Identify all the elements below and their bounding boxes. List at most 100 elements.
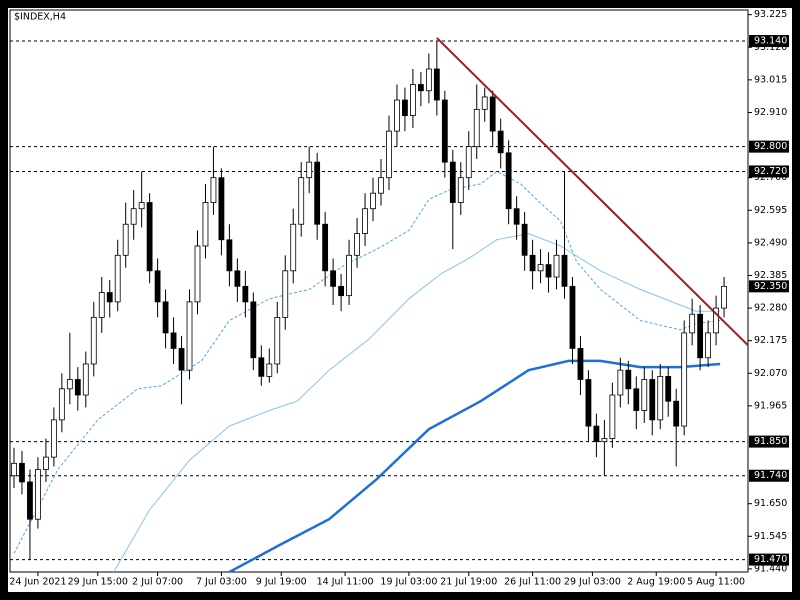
candle-body xyxy=(218,177,225,241)
chart-background xyxy=(8,8,792,592)
candle-body xyxy=(266,363,273,377)
candle-body xyxy=(633,388,640,411)
candle-body xyxy=(226,239,233,272)
candle-body xyxy=(481,96,488,110)
x-tick-label: 14 Jul 11:00 xyxy=(317,577,374,588)
candle-body xyxy=(537,264,544,272)
candle-body xyxy=(346,254,352,297)
x-tick-label: 2 Jul 07:00 xyxy=(132,577,183,588)
candle-body xyxy=(138,202,145,210)
candle-body xyxy=(521,223,528,256)
candle-body xyxy=(98,292,105,318)
candle-body xyxy=(585,379,592,427)
level-box xyxy=(749,140,789,153)
x-tick-label: 29 Jun 15:00 xyxy=(68,577,128,588)
level-label: 92.800 xyxy=(754,141,787,152)
candle-body xyxy=(90,316,97,365)
candle-body xyxy=(465,146,472,179)
y-tick-label: 92.385 xyxy=(754,270,787,281)
candle-body xyxy=(170,332,177,349)
candle-body xyxy=(577,348,584,380)
level-box xyxy=(749,553,789,566)
candle-body xyxy=(74,379,81,396)
candle-body xyxy=(665,375,672,402)
x-tick-label: 24 Jun 2021 xyxy=(9,577,66,588)
candle-body xyxy=(178,348,185,371)
y-tick-label: 92.070 xyxy=(754,368,787,379)
candle-body xyxy=(721,285,727,309)
y-tick-label: 93.015 xyxy=(754,74,787,85)
candle-body xyxy=(433,68,440,101)
candle-body xyxy=(649,379,656,421)
candle-body xyxy=(697,313,704,359)
trend-line xyxy=(436,37,749,347)
x-tick-label: 26 Jul 11:00 xyxy=(504,577,561,588)
candle-body xyxy=(194,245,201,303)
y-tick-label: 92.175 xyxy=(754,335,787,346)
level-label: 93.140 xyxy=(754,36,787,47)
candle-body xyxy=(617,369,624,396)
y-tick-label: 92.280 xyxy=(754,303,787,314)
y-tick-label: 91.650 xyxy=(754,498,787,509)
y-tick-label: 92.700 xyxy=(754,172,787,183)
candle-body xyxy=(122,223,129,256)
chart-title: $INDEX,H4 xyxy=(14,12,66,23)
candle-body xyxy=(35,469,41,520)
candle-body xyxy=(370,192,376,210)
candle-body xyxy=(449,161,456,203)
y-tick-label: 91.965 xyxy=(754,400,787,411)
x-tick-label: 7 Jul 03:00 xyxy=(196,577,247,588)
candle-body xyxy=(338,285,345,297)
plot-frame xyxy=(9,9,749,573)
candle-body xyxy=(394,99,400,132)
candle-body xyxy=(234,270,241,287)
y-tick-label: 93.120 xyxy=(754,42,787,53)
candle-body xyxy=(378,177,384,194)
candle-body xyxy=(673,400,680,427)
level-label: 91.850 xyxy=(754,436,787,447)
candle-body xyxy=(11,462,17,477)
candle-body xyxy=(497,130,504,154)
candle-body xyxy=(130,208,137,225)
candle-body xyxy=(162,301,169,334)
candle-body xyxy=(417,84,424,92)
candle-body xyxy=(298,177,305,225)
y-tick-label: 91.440 xyxy=(754,563,787,574)
candle-body xyxy=(713,307,719,334)
candle-body xyxy=(330,270,337,287)
candle-body xyxy=(705,332,712,359)
y-tick-label: 93.225 xyxy=(754,9,787,20)
level-label: 92.720 xyxy=(754,166,787,177)
candle-body xyxy=(505,152,512,210)
y-tick-label: 91.545 xyxy=(754,531,787,542)
candle-body xyxy=(242,285,249,303)
y-tick-label: 92.490 xyxy=(754,237,787,248)
candle-body xyxy=(210,177,217,203)
candle-body xyxy=(689,313,696,334)
x-tick-label: 9 Jul 19:00 xyxy=(256,577,307,588)
x-tick-label: 2 Aug 19:00 xyxy=(627,577,685,588)
candle-body xyxy=(553,254,560,278)
candle-body xyxy=(322,223,329,272)
candle-body xyxy=(154,270,161,303)
level-box xyxy=(749,165,789,178)
candle-body xyxy=(306,161,313,179)
candle-body xyxy=(473,108,480,148)
candle-body xyxy=(146,202,153,272)
candle-body xyxy=(27,481,33,520)
candle-body xyxy=(410,84,416,116)
candle-body xyxy=(290,223,297,272)
candle-body xyxy=(601,438,608,442)
current-price-label: 92.350 xyxy=(754,281,787,292)
candle-body xyxy=(529,254,536,272)
candle-body xyxy=(545,264,552,278)
x-tick-label: 21 Jul 19:00 xyxy=(440,577,497,588)
candle-body xyxy=(402,99,408,116)
candle-body xyxy=(66,379,73,390)
x-tick-label: 29 Jul 03:00 xyxy=(564,577,621,588)
candle-body xyxy=(441,99,448,163)
candle-body xyxy=(425,68,432,92)
candle-body xyxy=(314,161,321,225)
candle-body xyxy=(58,388,65,421)
